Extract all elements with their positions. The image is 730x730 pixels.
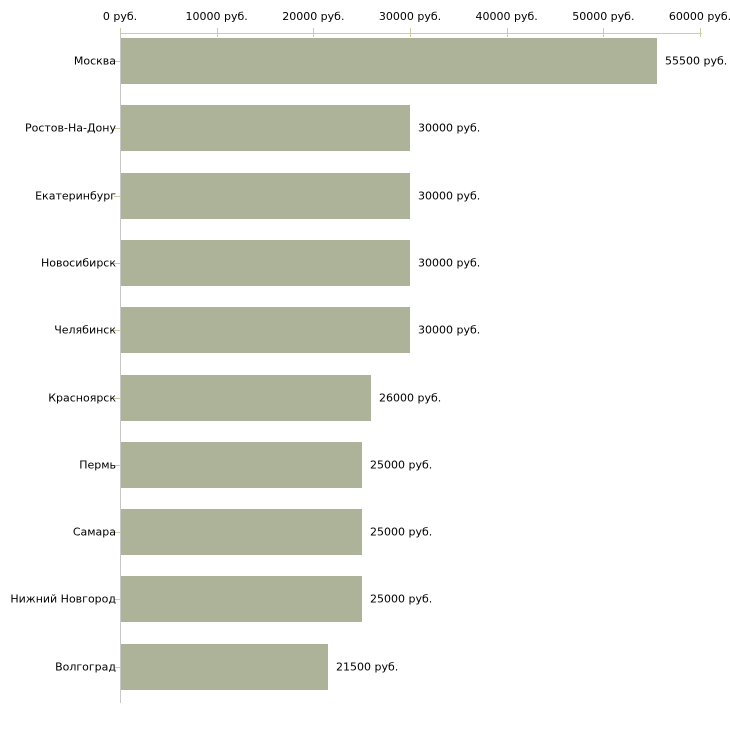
y-axis-line xyxy=(120,33,121,703)
bar xyxy=(121,38,657,84)
y-tick-mark xyxy=(114,263,120,264)
x-tick-mark xyxy=(313,28,315,37)
bar xyxy=(121,509,362,555)
value-label: 55500 руб. xyxy=(665,54,728,68)
category-label: Екатеринбург xyxy=(35,189,116,203)
value-label: 30000 руб. xyxy=(418,189,481,203)
x-tick-mark xyxy=(410,28,411,37)
value-label: 30000 руб. xyxy=(418,323,481,337)
y-tick-mark xyxy=(114,330,120,331)
category-label: Самара xyxy=(72,525,116,539)
y-tick-mark xyxy=(114,599,120,600)
category-label: Красноярск xyxy=(48,391,116,404)
x-tick-label: 30000 руб. xyxy=(378,10,442,23)
bar xyxy=(121,307,410,353)
x-tick-mark xyxy=(120,28,121,37)
y-tick-mark xyxy=(114,128,120,129)
value-label: 26000 руб. xyxy=(379,391,442,404)
x-tick-mark xyxy=(216,28,218,37)
y-tick-mark xyxy=(114,465,120,466)
bar xyxy=(121,644,328,690)
x-tick-label: 60000 руб. xyxy=(668,10,730,23)
x-axis-line xyxy=(120,33,702,34)
value-label: 25000 руб. xyxy=(370,592,433,606)
category-label: Волгоград xyxy=(55,660,116,674)
y-tick-mark xyxy=(114,61,120,62)
bar xyxy=(121,240,410,286)
x-tick-mark xyxy=(506,28,508,37)
bar xyxy=(121,576,362,622)
value-label: 30000 руб. xyxy=(418,256,481,270)
bar xyxy=(121,173,410,219)
bar xyxy=(121,375,371,421)
x-tick-label: 20000 руб. xyxy=(282,10,345,23)
category-label: Челябинск xyxy=(54,323,116,337)
value-label: 25000 руб. xyxy=(370,525,433,539)
category-label: Пермь xyxy=(79,458,116,472)
category-label: Ростов-На-Дону xyxy=(24,121,116,135)
value-label: 25000 руб. xyxy=(370,458,433,472)
y-tick-mark xyxy=(114,667,120,668)
x-tick-label: 50000 руб. xyxy=(572,10,635,23)
y-tick-mark xyxy=(114,532,120,533)
y-tick-mark xyxy=(114,196,120,197)
value-label: 30000 руб. xyxy=(418,121,481,135)
value-label: 21500 руб. xyxy=(336,660,399,674)
x-tick-label: 0 руб. xyxy=(102,10,138,23)
category-label: Нижний Новгород xyxy=(10,592,116,606)
category-label: Новосибирск xyxy=(40,256,116,270)
x-tick-mark xyxy=(603,28,605,37)
x-tick-label: 40000 руб. xyxy=(475,10,538,23)
x-tick-label: 10000 руб. xyxy=(185,10,248,23)
y-tick-mark xyxy=(114,398,120,399)
category-label: Москва xyxy=(73,54,116,68)
bar xyxy=(121,442,362,488)
bar xyxy=(121,105,410,151)
x-tick-mark xyxy=(700,28,701,37)
